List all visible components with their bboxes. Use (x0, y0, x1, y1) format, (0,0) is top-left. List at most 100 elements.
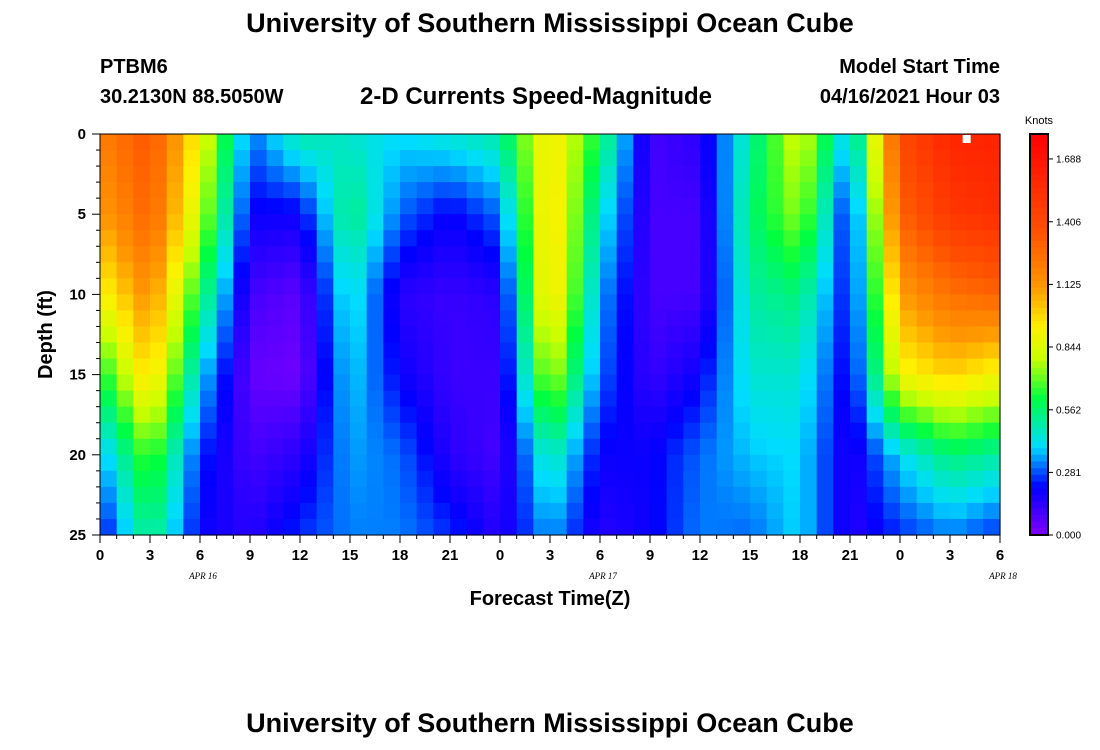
heatmap-cell (666, 262, 684, 279)
heatmap-cell (350, 438, 368, 456)
heatmap-cell (133, 358, 151, 376)
heatmap-cell (950, 502, 968, 520)
heatmap-cell (633, 150, 651, 167)
heatmap-cell (200, 438, 218, 456)
heatmap-cell (683, 134, 701, 151)
heatmap-cell (450, 518, 468, 536)
model-start-value: 04/16/2021 Hour 03 (819, 86, 1000, 108)
heatmap-cell (850, 406, 868, 424)
heatmap-cell (800, 390, 818, 408)
heatmap-cell (666, 422, 684, 440)
heatmap-cell (333, 422, 351, 440)
heatmap-cell (133, 390, 151, 408)
heatmap-cell (366, 422, 384, 440)
heatmap-cell (816, 486, 834, 504)
heatmap-cell (550, 374, 568, 392)
heatmap-cell (400, 134, 418, 151)
heatmap-cell (766, 326, 784, 344)
heatmap-cell (283, 502, 301, 520)
heatmap-cell (933, 406, 951, 424)
colorbar-segment (1030, 260, 1048, 269)
heatmap-cell (233, 310, 251, 328)
heatmap-cell (666, 486, 684, 504)
heatmap-cell (116, 278, 134, 295)
heatmap-cell (500, 374, 518, 392)
heatmap-cell (300, 246, 318, 263)
heatmap-cell (133, 166, 151, 183)
heatmap-cell (900, 486, 918, 504)
heatmap-cell (216, 198, 234, 215)
heatmap-cell (750, 486, 768, 504)
heatmap-cell (983, 278, 1001, 295)
heatmap-cell (583, 486, 601, 504)
colorbar-segment (1030, 401, 1048, 409)
heatmap-cell (283, 422, 301, 440)
heatmap-cell (850, 246, 868, 263)
heatmap-cell (916, 230, 934, 247)
heatmap-cell (266, 422, 284, 440)
heatmap-cell (850, 502, 868, 520)
heatmap-cell (716, 406, 734, 424)
heatmap-cell (316, 422, 334, 440)
heatmap-cell (800, 198, 818, 215)
heatmap-cell (833, 342, 851, 360)
heatmap-cell (200, 294, 218, 312)
heatmap-cell (800, 502, 818, 520)
heatmap-cell (150, 326, 168, 344)
heatmap-cell (816, 390, 834, 408)
heatmap-cell (350, 470, 368, 488)
heatmap-cell (816, 182, 834, 199)
heatmap-cell (883, 486, 901, 504)
x-tick-label: 21 (842, 547, 859, 564)
heatmap-cell (383, 422, 401, 440)
heatmap-cell (616, 390, 634, 408)
heatmap-cell (200, 182, 218, 199)
heatmap-cell (666, 390, 684, 408)
heatmap-cell (900, 374, 918, 392)
heatmap-cell (916, 486, 934, 504)
heatmap-cell (566, 278, 584, 295)
x-tick-label: 15 (742, 547, 759, 564)
heatmap-cell (116, 486, 134, 504)
heatmap-cell (366, 342, 384, 360)
heatmap-cell (366, 134, 384, 151)
heatmap-cell (683, 166, 701, 183)
heatmap-cell (333, 518, 351, 536)
heatmap-cell (633, 438, 651, 456)
colorbar-tick-label: 0.000 (1056, 531, 1081, 542)
heatmap-cell (450, 310, 468, 328)
heatmap-cell (550, 310, 568, 328)
heatmap-cell (683, 342, 701, 360)
heatmap-cell (566, 406, 584, 424)
heatmap-cell (150, 246, 168, 263)
x-tick-label: 12 (292, 547, 309, 564)
heatmap-cell (716, 230, 734, 247)
heatmap-cell (883, 198, 901, 215)
heatmap-cell (633, 182, 651, 199)
heatmap-cell (750, 294, 768, 312)
heatmap-cell (683, 454, 701, 472)
heatmap-cell (766, 294, 784, 312)
heatmap-cell (133, 294, 151, 312)
heatmap-cell (166, 310, 184, 328)
heatmap-cell (116, 342, 134, 360)
heatmap-cell (550, 486, 568, 504)
heatmap-cell (483, 486, 501, 504)
heatmap-cell (450, 454, 468, 472)
heatmap-cell (800, 454, 818, 472)
heatmap-cell (933, 486, 951, 504)
heatmap-cell (416, 262, 434, 279)
heatmap-cell (633, 502, 651, 520)
heatmap-cell (950, 294, 968, 312)
heatmap-cell (800, 150, 818, 167)
heatmap-cell (900, 294, 918, 312)
heatmap-cell (933, 326, 951, 344)
heatmap-cell (366, 518, 384, 536)
y-tick-label: 20 (69, 447, 86, 464)
heatmap-cell (216, 342, 234, 360)
heatmap-cell (866, 358, 884, 376)
heatmap-cell (466, 246, 484, 263)
heatmap-cell (350, 326, 368, 344)
heatmap-cell (833, 182, 851, 199)
heatmap-cell (800, 422, 818, 440)
